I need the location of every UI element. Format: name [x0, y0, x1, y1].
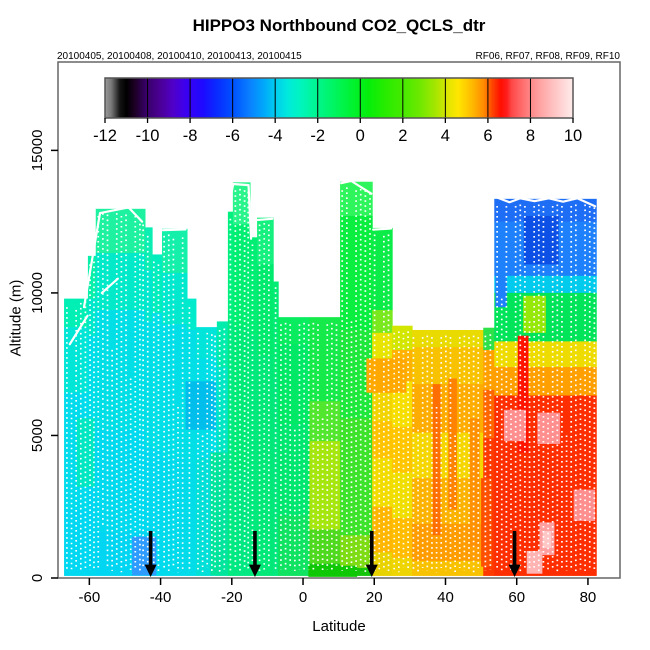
svg-text:-10: -10: [136, 127, 160, 145]
svg-text:-60: -60: [78, 589, 100, 606]
chart-title: HIPPO3 Northbound CO2_QCLS_dtr: [192, 16, 486, 35]
y-axis-label: Altitude (m): [7, 279, 25, 357]
svg-text:10000: 10000: [29, 272, 46, 314]
subtitle-flights: RF06, RF07, RF08, RF09, RF10: [475, 51, 621, 62]
x-axis-label: Latitude: [312, 618, 366, 635]
svg-text:8: 8: [526, 127, 535, 145]
svg-text:10: 10: [564, 127, 582, 145]
svg-text:0: 0: [356, 127, 365, 145]
svg-text:5000: 5000: [29, 419, 46, 452]
svg-text:40: 40: [437, 589, 454, 606]
svg-text:6: 6: [483, 127, 492, 145]
svg-text:-2: -2: [310, 127, 325, 145]
svg-text:2: 2: [398, 127, 407, 145]
svg-text:4: 4: [441, 127, 450, 145]
svg-text:-8: -8: [183, 127, 198, 145]
svg-text:20: 20: [366, 589, 383, 606]
svg-text:0: 0: [29, 574, 46, 582]
svg-text:-4: -4: [268, 127, 283, 145]
svg-text:15000: 15000: [29, 130, 46, 172]
svg-text:-12: -12: [93, 127, 117, 145]
subtitle-dates: 20100405, 20100408, 20100410, 20100413, …: [57, 51, 302, 62]
svg-text:-40: -40: [150, 589, 172, 606]
svg-text:80: 80: [580, 589, 597, 606]
svg-text:-20: -20: [221, 589, 243, 606]
svg-text:0: 0: [299, 589, 307, 606]
svg-text:60: 60: [508, 589, 525, 606]
svg-text:-6: -6: [225, 127, 240, 145]
